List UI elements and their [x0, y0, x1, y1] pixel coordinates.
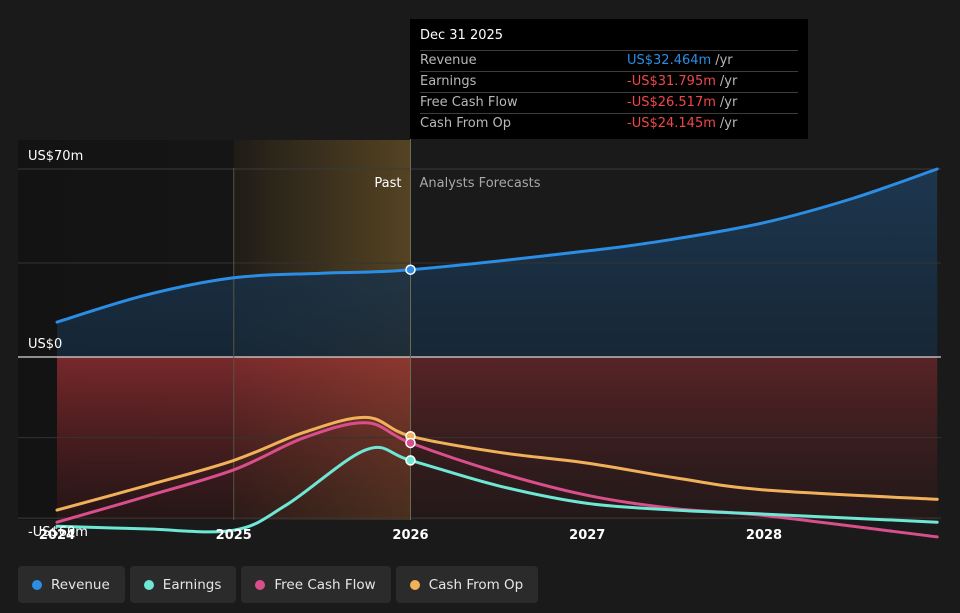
legend-item-free-cash-flow[interactable]: Free Cash Flow: [241, 566, 391, 603]
y-tick-label: -US$60m: [28, 525, 88, 540]
tooltip-value: -US$31.795m: [627, 74, 716, 89]
legend-label: Earnings: [162, 576, 222, 593]
x-tick-label: 2026: [392, 528, 428, 543]
tooltip-unit: /yr: [719, 116, 738, 131]
legend-dot-icon: [143, 579, 154, 590]
y-tick-label: US$70m: [28, 149, 83, 164]
x-tick-label: 2025: [216, 528, 252, 543]
legend-label: Free Cash Flow: [274, 576, 376, 593]
x-tick-label: 2027: [569, 528, 605, 543]
series-line-earnings: [55, 445, 939, 534]
tooltip-row-cash-from-op: Cash From Op -US$24.145m /yr: [420, 113, 798, 134]
tooltip-label: Free Cash Flow: [420, 95, 518, 110]
legend-dot-icon: [409, 579, 420, 590]
legend-item-revenue[interactable]: Revenue: [18, 566, 125, 603]
negative-forecast-shade: [410, 357, 938, 520]
x-tick-label: 2028: [746, 528, 782, 543]
series-line-cash-from-op: [55, 415, 939, 512]
series-marker-earnings: [405, 455, 416, 466]
tooltip-unit: /yr: [719, 74, 738, 89]
legend-label: Revenue: [51, 576, 110, 593]
tooltip-label: Earnings: [420, 74, 477, 89]
legend-item-earnings[interactable]: Earnings: [129, 566, 237, 603]
tooltip: Dec 31 2025 Revenue US$32.464m /yr Earni…: [410, 19, 808, 139]
tooltip-value: -US$26.517m: [627, 95, 716, 110]
legend-item-cash-from-op[interactable]: Cash From Op: [395, 566, 539, 603]
tooltip-unit: /yr: [719, 95, 738, 110]
tooltip-value: US$32.464m: [627, 53, 712, 68]
tooltip-label: Cash From Op: [420, 116, 512, 131]
series-line-revenue: [55, 167, 939, 324]
tooltip-label: Revenue: [420, 53, 477, 68]
tooltip-value: -US$24.145m: [627, 116, 716, 131]
tooltip-row-free-cash-flow: Free Cash Flow -US$26.517m /yr: [420, 92, 798, 113]
forecast-label: Analysts Forecasts: [420, 176, 541, 191]
tooltip-row-revenue: Revenue US$32.464m /yr: [420, 50, 798, 71]
past-label: Past: [374, 176, 401, 191]
y-tick-label: US$0: [28, 337, 62, 352]
tooltip-unit: /yr: [715, 53, 733, 68]
legend-dot-icon: [32, 579, 42, 590]
legend: Revenue Earnings Free Cash Flow Cash Fro…: [18, 566, 543, 603]
x-tick-label: 2024: [39, 528, 75, 543]
legend-label: Cash From Op: [428, 576, 524, 593]
tooltip-date: Dec 31 2025: [420, 28, 504, 43]
legend-dot-icon: [255, 579, 266, 590]
tooltip-row-earnings: Earnings -US$31.795m /yr: [420, 71, 798, 92]
series-marker-revenue: [405, 264, 416, 275]
series-marker-free-cash-flow: [405, 437, 416, 449]
